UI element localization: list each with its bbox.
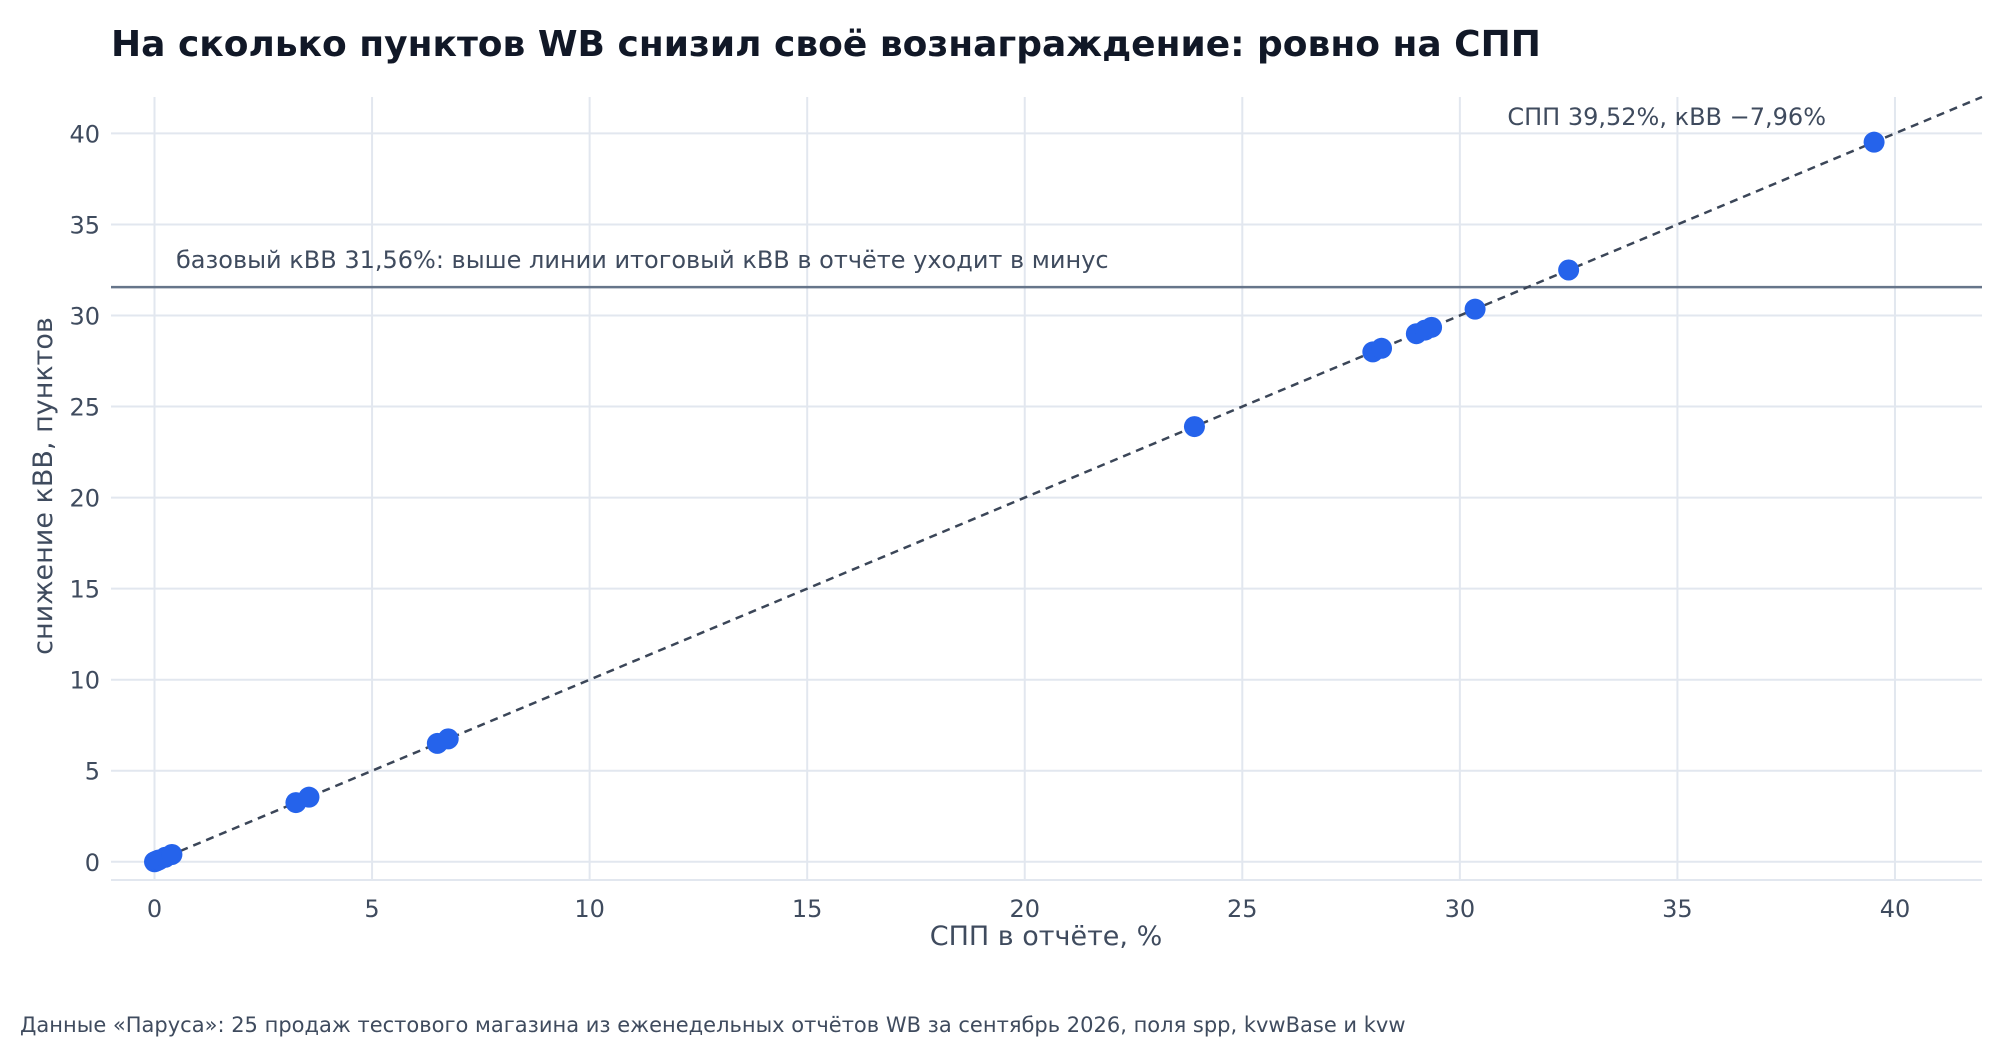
x-tick-label: 15 [792,895,823,923]
data-point [1558,259,1580,281]
y-tick-label: 35 [69,211,100,239]
x-tick-label: 30 [1445,895,1476,923]
data-point [1863,131,1885,153]
y-tick-label: 10 [69,667,100,695]
x-tick-label: 35 [1662,895,1693,923]
x-tick-label: 40 [1880,895,1911,923]
data-point [1183,416,1205,438]
y-tick-label: 30 [69,303,100,331]
x-tick-label: 25 [1227,895,1258,923]
y-tick-label: 25 [69,394,100,422]
y-tick-label: 5 [85,758,100,786]
data-point [298,786,320,808]
data-point [1464,298,1486,320]
y-axis-ticks: 0 5 10 15 20 25 30 35 40 [69,120,100,876]
data-points [144,131,1885,873]
y-axis-title: снижение кВВ, пунктов [28,317,59,655]
x-axis-ticks: 0 5 10 15 20 25 30 35 40 [147,895,1910,923]
y-tick-label: 15 [69,576,100,604]
grid [111,97,1982,881]
x-tick-label: 20 [1009,895,1040,923]
reference-line-annotation: базовый кВВ 31,56%: выше линии итоговый … [176,246,1109,274]
max-point-annotation: СПП 39,52%, кВВ −7,96% [1507,103,1826,131]
y-tick-label: 20 [69,485,100,513]
y-tick-label: 0 [85,849,100,877]
data-point [1371,337,1393,359]
y-tick-label: 40 [69,120,100,148]
x-axis-title: СПП в отчёте, % [930,921,1163,952]
data-point [161,844,183,866]
x-tick-label: 0 [147,895,162,923]
source-note: Данные «Паруса»: 25 продаж тестового маг… [20,1013,1406,1037]
data-point [1421,316,1443,338]
x-tick-label: 5 [364,895,379,923]
x-tick-label: 10 [574,895,605,923]
chart-title: На сколько пунктов WB снизил своё вознаг… [111,24,1541,65]
data-point [437,728,459,750]
